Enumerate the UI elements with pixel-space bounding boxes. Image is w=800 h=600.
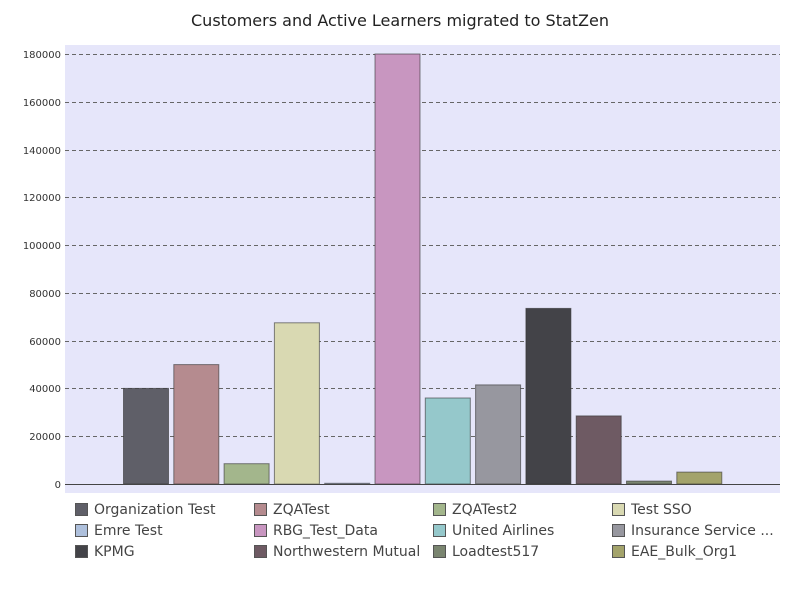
y-tick-label: 60000 (29, 337, 61, 348)
legend-item: Emre Test (75, 521, 254, 540)
legend-item: KPMG (75, 542, 254, 561)
plot-background (65, 45, 780, 493)
legend-item: Insurance Service ... (612, 521, 785, 540)
y-tick-label: 180000 (23, 50, 61, 61)
bar-northwestern-mutual (575, 415, 622, 485)
y-tick-label: 20000 (29, 432, 61, 443)
bar-zqatest (173, 364, 220, 485)
legend-item: ZQATest (254, 500, 433, 519)
legend: Organization Test ZQATest ZQATest2 Test SSO… (75, 500, 785, 561)
chart-title: Customers and Active Learners migrated t… (191, 11, 609, 30)
bar-insurance-service (475, 384, 522, 485)
legend-label: Organization Test (94, 501, 216, 518)
y-tick-label: 160000 (23, 98, 61, 109)
legend-item: Loadtest517 (433, 542, 612, 561)
legend-label: EAE_Bulk_Org1 (631, 543, 738, 560)
legend-swatch (433, 503, 446, 516)
y-tick-label: 140000 (23, 146, 61, 157)
legend-item: United Airlines (433, 521, 612, 540)
legend-item: EAE_Bulk_Org1 (612, 542, 785, 561)
legend-label: ZQATest (273, 501, 330, 518)
bar-emre-test (324, 482, 371, 485)
legend-label: United Airlines (452, 522, 555, 539)
bar-zqatest2 (223, 463, 270, 485)
y-tick-label: 120000 (23, 193, 61, 204)
legend-label: KPMG (94, 543, 135, 560)
y-axis-ticks: 0 20000 40000 60000 80000 100000 120000 140000 1… (23, 50, 61, 491)
grid-lines (65, 54, 780, 437)
y-tick-label: 0 (55, 480, 61, 491)
bar-united-airlines (424, 397, 471, 485)
legend-item: Northwestern Mutual (254, 542, 433, 561)
legend-swatch (75, 503, 88, 516)
legend-label: Emre Test (94, 522, 163, 539)
y-tick-label: 80000 (29, 289, 61, 300)
legend-swatch (612, 503, 625, 516)
bar-rbg-test-data (374, 53, 421, 485)
legend-swatch (433, 545, 446, 558)
legend-label: Test SSO (631, 501, 692, 518)
legend-swatch (612, 545, 625, 558)
y-tick-label: 40000 (29, 384, 61, 395)
bar-test-sso (273, 322, 320, 485)
legend-label: Northwestern Mutual (273, 543, 421, 560)
legend-item: Organization Test (75, 500, 254, 519)
bar-kpmg (525, 307, 572, 485)
legend-swatch (75, 524, 88, 537)
legend-label: ZQATest2 (452, 501, 518, 518)
legend-item: ZQATest2 (433, 500, 612, 519)
bar-loadtest517 (626, 480, 672, 485)
y-tick-label: 100000 (23, 241, 61, 252)
bar-organization-test (123, 387, 169, 485)
legend-swatch (612, 524, 625, 537)
legend-item: RBG_Test_Data (254, 521, 433, 540)
legend-swatch (254, 524, 267, 537)
legend-swatch (254, 503, 267, 516)
legend-swatch (75, 545, 88, 558)
legend-swatch (254, 545, 267, 558)
legend-label: Insurance Service ... (631, 522, 774, 539)
legend-item: Test SSO (612, 500, 785, 519)
legend-label: Loadtest517 (452, 543, 540, 560)
legend-label: RBG_Test_Data (273, 522, 378, 539)
legend-swatch (433, 524, 446, 537)
bar-eae-bulk-org1 (676, 471, 723, 485)
